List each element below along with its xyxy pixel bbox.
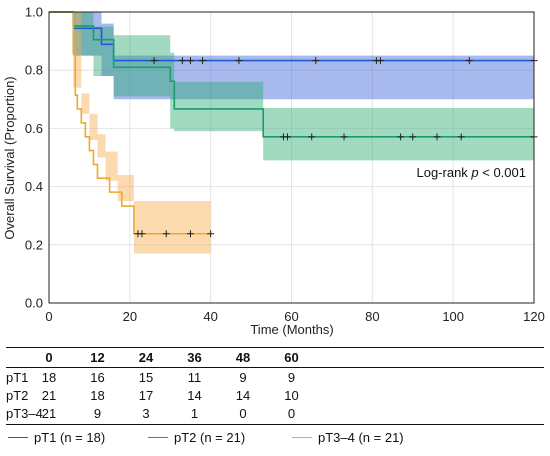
x-tick-label: 120 bbox=[523, 309, 545, 324]
legend-label: pT3–4 (n = 21) bbox=[318, 430, 404, 445]
y-tick-labels: 0.0 0.2 0.4 0.6 0.8 1.0 bbox=[25, 5, 43, 311]
table-cell: 0 bbox=[287, 406, 296, 421]
survival-curve-pt3-4 bbox=[49, 11, 211, 235]
censor-mark-pt2 bbox=[283, 133, 291, 141]
legend-label: pT2 (n = 21) bbox=[174, 430, 246, 445]
x-tick-label: 20 bbox=[123, 309, 137, 324]
x-tick-labels: 0 20 40 60 80 100 120 bbox=[45, 309, 544, 324]
censor-mark-pt3-4 bbox=[138, 230, 146, 238]
time-header: 60 bbox=[284, 350, 299, 365]
censor-mark-pt2 bbox=[308, 133, 316, 141]
censor-mark-pt3-4 bbox=[207, 230, 215, 238]
row-label: pT3–4 bbox=[6, 406, 43, 421]
table-cell: 3 bbox=[142, 406, 150, 421]
censor-mark-pt1 bbox=[235, 57, 243, 65]
km-chart: 0 20 40 60 80 100 120 0.0 0.2 0.4 0.6 0.8 1.0 Time … bbox=[2, 5, 545, 338]
x-axis-label: Time (Months) bbox=[250, 322, 333, 337]
censor-mark-pt2 bbox=[397, 133, 405, 141]
table-cell: 10 bbox=[284, 388, 299, 403]
y-tick-label: 0.4 bbox=[25, 179, 43, 194]
censor-mark-pt1 bbox=[150, 57, 158, 65]
x-tick-label: 40 bbox=[203, 309, 217, 324]
y-tick-label: 0.8 bbox=[25, 63, 43, 78]
table-cell: 14 bbox=[235, 388, 251, 403]
table-cell: 21 bbox=[41, 406, 57, 421]
censor-mark-pt1 bbox=[376, 57, 384, 65]
y-tick-label: 0.2 bbox=[25, 237, 43, 252]
table-cell: 9 bbox=[287, 370, 296, 385]
table-cell: 11 bbox=[187, 370, 202, 385]
table-cell: 9 bbox=[239, 370, 247, 385]
legend-item-pt3-4: pT3–4 (n = 21) bbox=[292, 430, 404, 445]
table-cell: 16 bbox=[90, 370, 105, 385]
table-cell: 21 bbox=[41, 388, 57, 403]
legend: pT1 (n = 18) pT2 (n = 21) pT3–4 (n = 21) bbox=[0, 430, 550, 450]
y-tick-label: 0.6 bbox=[25, 121, 43, 136]
survival-curve-pt2 bbox=[49, 11, 534, 138]
table-row-pt3-4: pT3–4 21 9 3 1 0 0 bbox=[0, 406, 550, 424]
time-header: 24 bbox=[138, 350, 154, 365]
table-cell: 1 bbox=[190, 406, 199, 421]
table-cell: 14 bbox=[187, 388, 202, 403]
legend-item-pt2: pT2 (n = 21) bbox=[148, 430, 245, 445]
table-cell: 9 bbox=[93, 406, 102, 421]
censor-mark-pt1 bbox=[186, 57, 194, 65]
x-tick-label: 80 bbox=[365, 309, 379, 324]
table-header-row: 0 12 24 36 48 60 bbox=[0, 350, 550, 368]
log-rank-annotation: Log-rank p < 0.001 bbox=[416, 165, 526, 180]
legend-swatch bbox=[292, 437, 312, 438]
ci-band-pt3-4 bbox=[49, 12, 211, 254]
censor-mark-pt3-4 bbox=[186, 230, 194, 238]
x-tick-label: 0 bbox=[45, 309, 52, 324]
x-tick-label: 60 bbox=[284, 309, 298, 324]
censor-mark-pt2 bbox=[433, 133, 441, 141]
table-cell: 0 bbox=[239, 406, 247, 421]
legend-swatch bbox=[148, 437, 168, 438]
time-header: 48 bbox=[235, 350, 251, 365]
table-row-pt1: pT1 18 16 15 11 9 9 bbox=[0, 370, 550, 388]
table-header-rule bbox=[6, 367, 544, 368]
legend-swatch bbox=[8, 437, 28, 438]
censor-mark-pt2 bbox=[409, 133, 417, 141]
table-cell: 18 bbox=[90, 388, 105, 403]
censor-mark-pt1 bbox=[178, 57, 186, 65]
y-tick-label: 0.0 bbox=[25, 296, 43, 311]
table-top-rule bbox=[6, 347, 544, 348]
survival-curves bbox=[49, 11, 534, 235]
time-header: 36 bbox=[187, 350, 202, 365]
table-bottom-rule bbox=[6, 424, 544, 425]
y-tick-label: 1.0 bbox=[25, 5, 43, 20]
table-row-pt2: pT2 21 18 17 14 14 10 bbox=[0, 388, 550, 406]
censor-mark-pt3-4 bbox=[162, 230, 170, 238]
ci-band-pt2 bbox=[49, 12, 534, 161]
y-axis-label: Overall Survival (Proportion) bbox=[2, 76, 17, 239]
legend-label: pT1 (n = 18) bbox=[34, 430, 106, 445]
row-label: pT1 bbox=[6, 370, 29, 385]
legend-item-pt1: pT1 (n = 18) bbox=[8, 430, 105, 445]
table-cell: 17 bbox=[138, 388, 154, 403]
censor-mark-pt1 bbox=[199, 57, 207, 65]
censor-mark-pt1 bbox=[465, 57, 473, 65]
censor-mark-pt2 bbox=[340, 133, 348, 141]
table-cell: 15 bbox=[138, 370, 154, 385]
table-cell: 18 bbox=[41, 370, 57, 385]
x-tick-label: 100 bbox=[442, 309, 464, 324]
time-header: 12 bbox=[90, 350, 105, 365]
censor-mark-pt2 bbox=[457, 133, 465, 141]
time-header: 0 bbox=[45, 350, 53, 365]
plot-frame bbox=[48, 11, 535, 304]
censor-mark-pt1 bbox=[312, 57, 320, 65]
row-label: pT2 bbox=[6, 388, 29, 403]
